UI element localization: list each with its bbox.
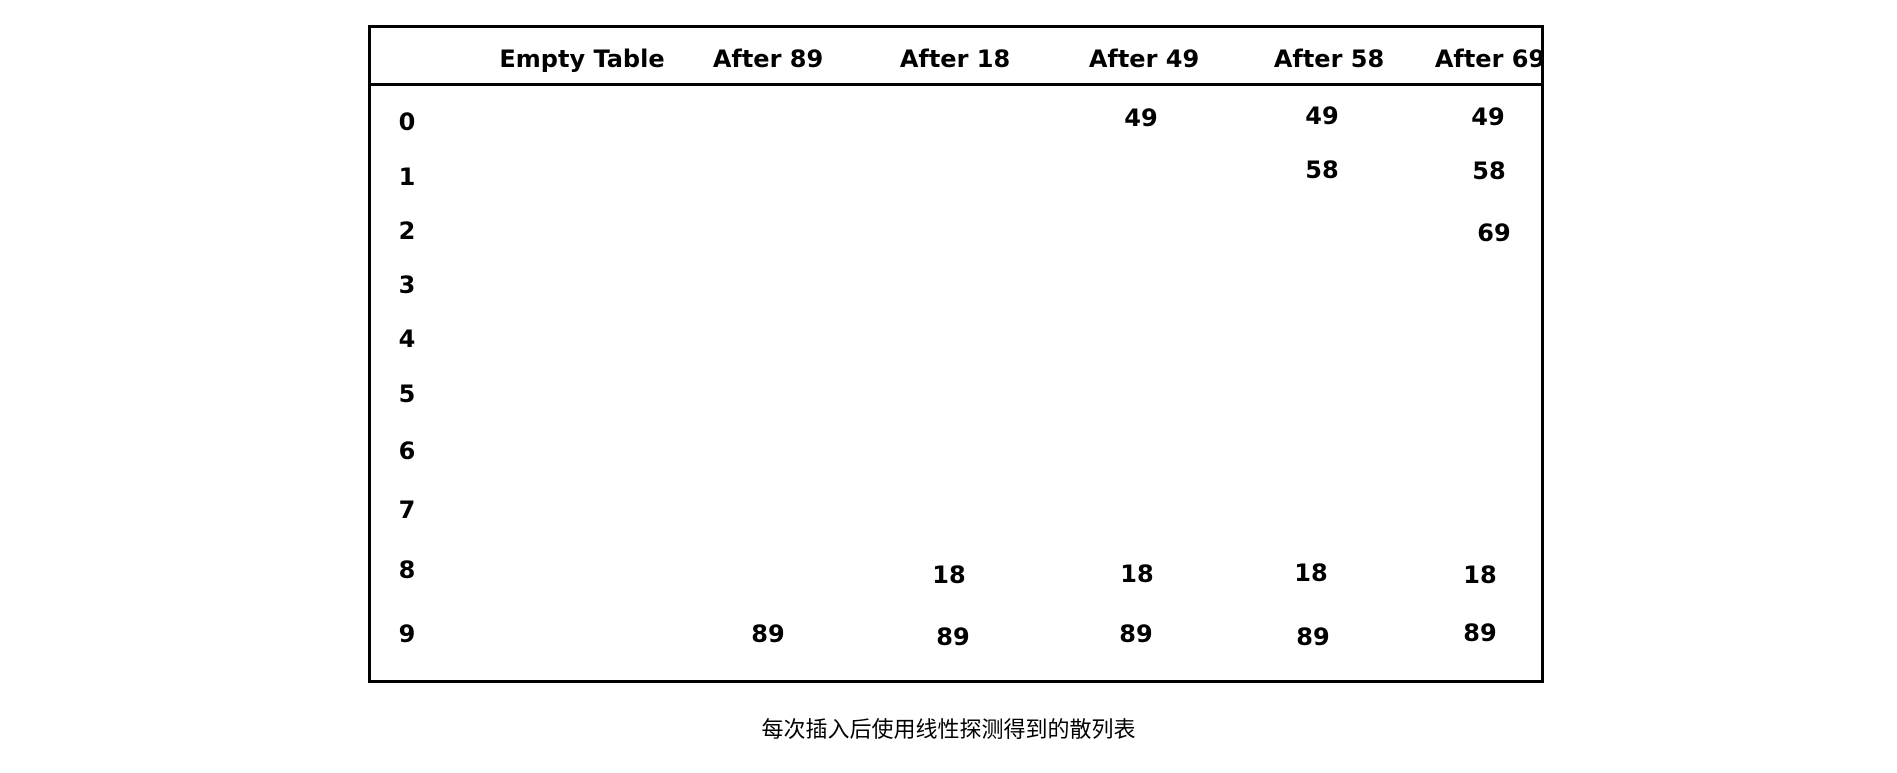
cell-row9-after-18: 89 (936, 623, 970, 651)
row-index-2: 2 (398, 217, 416, 245)
cell-row9-after-58: 89 (1296, 623, 1330, 651)
cell-row8-after-69: 18 (1463, 561, 1497, 589)
cell-row1-after-58: 58 (1305, 156, 1339, 184)
cell-row8-after-49: 18 (1120, 560, 1154, 588)
cell-row0-after-49: 49 (1124, 104, 1158, 132)
cell-row2-after-69: 69 (1477, 219, 1511, 247)
row-index-9: 9 (398, 620, 416, 648)
header-divider (368, 83, 1544, 86)
row-index-1: 1 (398, 163, 416, 191)
row-index-4: 4 (398, 325, 416, 353)
header-after-18: After 18 (899, 45, 1011, 73)
cell-row1-after-69: 58 (1472, 157, 1506, 185)
row-index-0: 0 (398, 108, 416, 136)
cell-row9-after-89: 89 (751, 620, 785, 648)
cell-row0-after-58: 49 (1305, 102, 1339, 130)
row-index-5: 5 (398, 380, 416, 408)
row-index-3: 3 (398, 271, 416, 299)
cell-row8-after-58: 18 (1294, 559, 1328, 587)
hash-table-frame (368, 25, 1544, 683)
header-after-89: After 89 (712, 45, 824, 73)
cell-row9-after-69: 89 (1463, 619, 1497, 647)
cell-row9-after-49: 89 (1119, 620, 1153, 648)
header-after-69: After 69 (1434, 45, 1546, 73)
figure-caption: 每次插入后使用线性探测得到的散列表 (761, 718, 1136, 743)
header-empty-table: Empty Table (499, 45, 665, 73)
header-after-58: After 58 (1273, 45, 1385, 73)
header-after-49: After 49 (1088, 45, 1200, 73)
row-index-8: 8 (398, 556, 416, 584)
cell-row0-after-69: 49 (1471, 103, 1505, 131)
row-index-7: 7 (398, 496, 416, 524)
cell-row8-after-18: 18 (932, 561, 966, 589)
row-index-6: 6 (398, 437, 416, 465)
